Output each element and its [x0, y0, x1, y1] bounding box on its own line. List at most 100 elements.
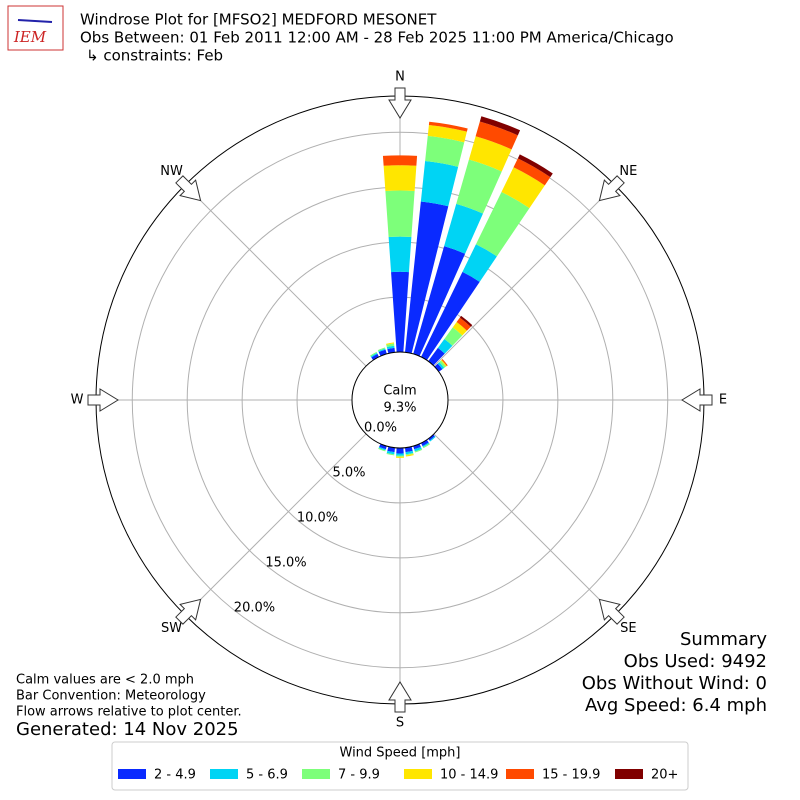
note: Bar Convention: Meteorology	[16, 689, 206, 704]
compass-label: SE	[620, 621, 636, 636]
spoke	[184, 184, 367, 367]
arrow-shape	[175, 175, 202, 202]
arrow-shape	[87, 388, 119, 412]
bar-segment	[428, 121, 468, 132]
logo-line	[17, 19, 53, 23]
arrow-shape	[681, 388, 713, 412]
bar-segment	[386, 343, 395, 348]
bar-segment	[444, 327, 463, 346]
flow-arrow	[681, 388, 713, 412]
constraints: ↳ constraints: Feb	[86, 47, 223, 65]
legend-label: 7 - 9.9	[338, 768, 380, 783]
arrow-shape	[175, 598, 202, 625]
flow-arrow	[388, 681, 412, 713]
bar-segment	[395, 456, 405, 458]
bar-segment	[378, 348, 386, 353]
compass-label: S	[396, 716, 404, 731]
bar-segment	[370, 351, 378, 357]
bar-segment	[452, 322, 467, 336]
bar-segment	[421, 271, 480, 361]
spoke	[433, 433, 616, 616]
legend-title: Wind Speed [mph]	[340, 746, 461, 761]
bar-segment	[501, 167, 545, 209]
bar-segment	[379, 443, 387, 450]
bar-segment	[370, 352, 378, 358]
r-tick-label: 5.0%	[332, 465, 365, 480]
chart-title: Windrose Plot for [MFSO2] MEDFORD MESONE…	[80, 11, 437, 29]
bar-segment	[427, 124, 467, 143]
legend-swatch	[506, 769, 534, 779]
bar-segment	[428, 347, 445, 366]
legend: 2 - 4.9 5 - 6.9 7 - 9.9 10 - 14.9 15 - 19.9 2…	[118, 768, 678, 783]
summary: Obs Used: 9492	[624, 651, 767, 672]
calm-circle	[351, 351, 449, 449]
bar-segment	[479, 116, 521, 136]
bar-segment	[513, 158, 551, 186]
summary: Obs Without Wind: 0	[582, 673, 767, 694]
bar-segment	[413, 443, 421, 450]
bar-segment	[378, 349, 387, 357]
note: Flow arrows relative to plot center.	[16, 705, 242, 720]
bar-segment	[441, 359, 448, 366]
arrow-shape	[598, 175, 625, 202]
compass-label: N	[395, 70, 405, 85]
summary: Summary	[680, 629, 767, 650]
legend-box	[111, 741, 689, 791]
overlay: 0.0% 5.0% 10.0% 15.0% 20.0% N NE E SE S SW W NW	[71, 70, 728, 731]
bar-segment	[388, 236, 412, 273]
bar-segment	[413, 246, 466, 357]
legend-label: 10 - 14.9	[440, 768, 498, 783]
generated: Generated: 14 Nov 2025	[16, 719, 239, 740]
legend-swatch	[302, 769, 330, 779]
compass-label: NE	[619, 164, 637, 179]
grid-circle	[131, 131, 669, 669]
flow-arrow	[175, 598, 202, 625]
legend-swatch	[210, 769, 238, 779]
bar-segment	[378, 447, 386, 452]
legend-label: 20+	[651, 768, 678, 783]
legend-swatch	[118, 769, 146, 779]
legend-label: 5 - 6.9	[246, 768, 288, 783]
bar-segment	[468, 136, 512, 172]
compass-label: NW	[160, 164, 183, 179]
bar-segment	[378, 446, 386, 451]
bar-segment	[437, 338, 453, 354]
bar-segment	[405, 452, 414, 456]
legend-swatch	[615, 769, 643, 779]
r-tick-label: 10.0%	[297, 510, 338, 525]
compass-label: SW	[161, 621, 182, 636]
chart-subtitle: Obs Between: 01 Feb 2011 12:00 AM - 28 F…	[80, 29, 674, 47]
bar-segment	[475, 121, 518, 150]
bar-segment	[383, 165, 417, 191]
r-tick-label: 0.0%	[364, 420, 397, 435]
bar-segment	[439, 360, 446, 368]
bar-segment	[386, 345, 395, 350]
bar-segment	[425, 135, 465, 167]
bars	[370, 116, 553, 458]
arrow-shape	[388, 87, 412, 119]
bar-segment	[414, 446, 422, 452]
bar-segment	[444, 203, 483, 254]
bar-segment	[421, 439, 429, 447]
flow-arrow	[598, 175, 625, 202]
bar-segment	[459, 315, 473, 327]
logo-frame	[7, 5, 64, 51]
calm-value: 9.3%	[383, 401, 416, 416]
bar-segment	[391, 271, 409, 353]
bar-segment	[475, 191, 530, 257]
r-tick-label: 15.0%	[265, 555, 306, 570]
flow-arrow	[175, 175, 202, 202]
flow-arrow	[87, 388, 119, 412]
bar-segment	[396, 455, 404, 457]
note: Calm values are < 2.0 mph	[16, 673, 194, 688]
bar-segment	[422, 443, 430, 449]
legend-swatch	[404, 769, 432, 779]
bar-segment	[396, 453, 404, 456]
arrow-shape	[388, 681, 412, 713]
bar-segment	[371, 353, 379, 361]
bar-segment	[405, 450, 414, 455]
spoke	[433, 184, 616, 367]
bar-segment	[434, 363, 443, 372]
bar-segment	[382, 155, 418, 166]
